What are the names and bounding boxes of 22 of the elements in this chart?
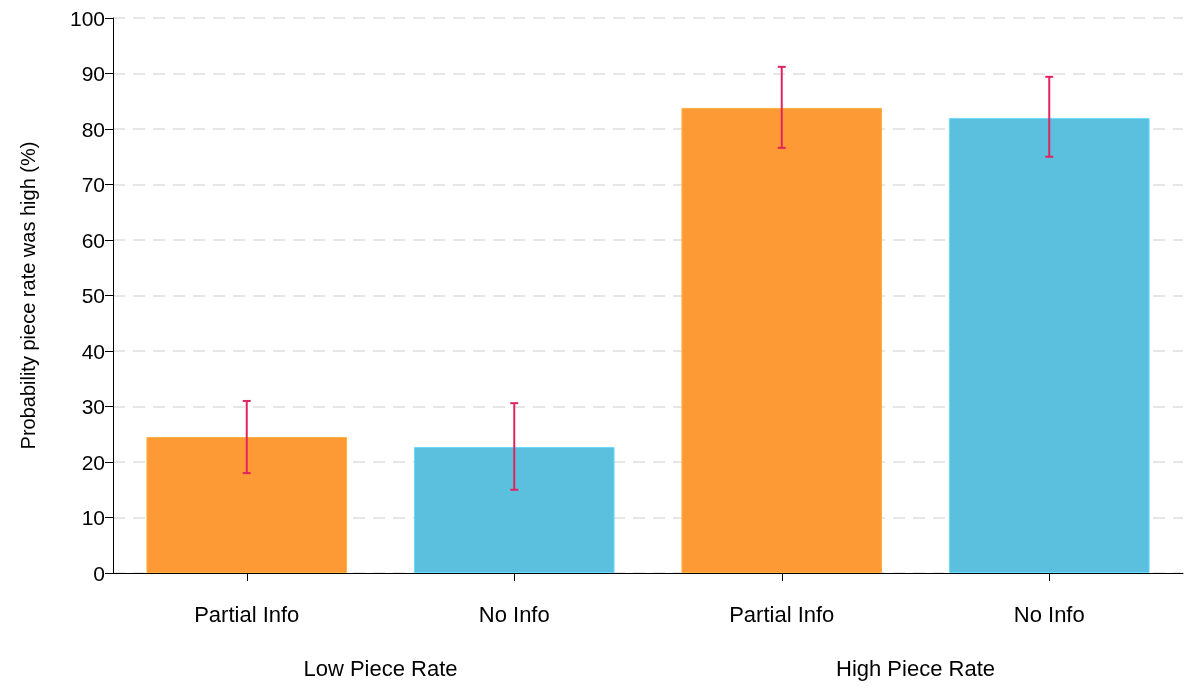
bar (948, 117, 1150, 573)
y-tick-label: 0 (93, 561, 105, 585)
y-tick-label: 40 (81, 339, 105, 363)
x-tick-label: Partial Info (729, 601, 835, 627)
y-tick-label: 90 (81, 62, 105, 85)
y-axis-title: Probability piece rate was high (%) (17, 141, 39, 450)
y-tick-label: 70 (81, 173, 105, 196)
y-tick-label: 100 (69, 6, 105, 30)
bar (146, 437, 348, 573)
y-tick-label: 80 (81, 117, 105, 141)
x-tick-label: No Info (1013, 601, 1085, 627)
text: High Piece Rate (836, 655, 995, 681)
bar (413, 447, 615, 573)
y-tick-label: 60 (81, 228, 105, 252)
y-tick-label: 20 (81, 450, 105, 474)
x-tick-label: No Info (478, 601, 550, 627)
y-tick-label: 50 (81, 284, 105, 307)
y-tick-label: 30 (81, 395, 105, 418)
y-tick-label: 10 (81, 506, 105, 529)
bar (681, 107, 883, 573)
x-tick-label: Partial Info (194, 601, 300, 627)
text: Low Piece Rate (303, 655, 458, 681)
